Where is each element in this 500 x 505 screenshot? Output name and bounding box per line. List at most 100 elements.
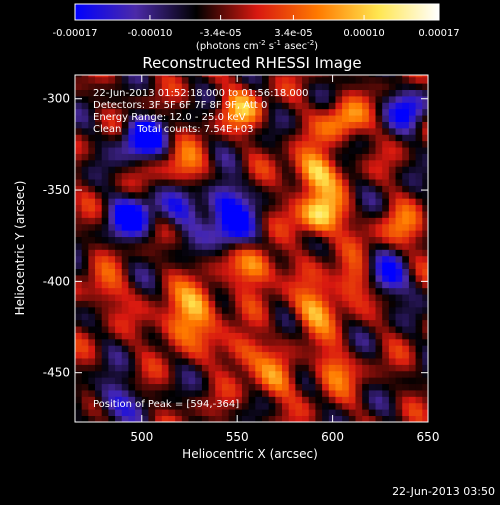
heatmap-cell — [402, 185, 410, 193]
heatmap-cell — [241, 75, 250, 78]
heatmap-cell — [175, 268, 183, 276]
heatmap-cell — [395, 236, 403, 244]
heatmap-cell — [88, 75, 96, 78]
heatmap-cell — [328, 166, 336, 174]
heatmap-cell — [362, 415, 370, 422]
heatmap-cell — [368, 383, 376, 391]
heatmap-cell — [108, 274, 116, 282]
heatmap-cell — [315, 268, 323, 276]
heatmap-cell — [188, 338, 196, 346]
heatmap-cell — [101, 370, 109, 378]
heatmap-cell — [388, 268, 396, 276]
heatmap-cell — [235, 236, 243, 244]
heatmap-cell — [101, 217, 109, 225]
heatmap-cell — [382, 319, 390, 327]
heatmap-cell — [181, 313, 189, 321]
heatmap-cell — [88, 313, 96, 321]
heatmap-cell — [275, 249, 283, 257]
heatmap-cell — [368, 370, 376, 378]
heatmap-cell — [322, 102, 330, 110]
heatmap-cell — [181, 223, 189, 231]
heatmap-cell — [282, 326, 290, 333]
heatmap-cell — [95, 223, 103, 231]
heatmap-cell — [188, 415, 196, 422]
heatmap-cell — [295, 294, 303, 301]
heatmap-cell — [315, 396, 323, 404]
heatmap-cell — [248, 108, 256, 116]
heatmap-cell — [101, 306, 109, 314]
heatmap-cell — [408, 409, 416, 417]
heatmap-cell — [188, 76, 196, 84]
heatmap-cell — [81, 319, 89, 327]
heatmap-cell — [101, 281, 109, 289]
heatmap-cell — [241, 185, 250, 193]
heatmap-cell — [395, 313, 403, 321]
heatmap-cell — [408, 364, 416, 372]
heatmap-cell — [255, 332, 263, 340]
heatmap-cell — [161, 390, 169, 397]
heatmap-cell — [335, 319, 343, 327]
heatmap-cell — [221, 83, 230, 91]
heatmap-cell — [235, 281, 243, 289]
heatmap-cell — [148, 396, 156, 404]
heatmap-cell — [255, 274, 263, 282]
heatmap-cell — [195, 313, 203, 321]
heatmap-cell — [88, 338, 96, 346]
heatmap-cell — [141, 211, 149, 218]
heatmap-cell — [181, 326, 189, 333]
heatmap-cell — [215, 415, 223, 422]
heatmap-cell — [342, 255, 350, 263]
heatmap-cell — [382, 383, 390, 391]
heatmap-cell — [215, 147, 223, 154]
heatmap-cell — [282, 115, 290, 122]
heatmap-cell — [288, 191, 296, 199]
heatmap-cell — [335, 102, 343, 110]
heatmap-cell — [335, 140, 343, 148]
heatmap-cell — [228, 402, 236, 410]
heatmap-cell — [315, 377, 323, 385]
heatmap-cell — [155, 96, 163, 103]
heatmap-cell — [215, 191, 223, 199]
heatmap-cell — [121, 127, 129, 135]
heatmap-cell — [135, 127, 143, 135]
heatmap-cell — [308, 390, 316, 397]
heatmap-cell — [295, 76, 303, 84]
heatmap-cell — [221, 338, 230, 346]
heatmap-cell — [308, 396, 316, 404]
heatmap-cell — [101, 268, 109, 276]
heatmap-cell — [368, 255, 376, 263]
heatmap-cell — [161, 191, 169, 199]
heatmap-cell — [128, 96, 136, 103]
heatmap-cell — [88, 409, 96, 417]
heatmap-cell — [121, 217, 129, 225]
heatmap-cell — [275, 351, 283, 359]
heatmap-cell — [295, 172, 303, 180]
heatmap-cell — [181, 274, 189, 282]
heatmap-cell — [168, 370, 176, 378]
heatmap-cell — [342, 274, 350, 282]
heatmap-cell — [161, 166, 169, 174]
heatmap-cell — [241, 274, 250, 282]
heatmap-cell — [268, 377, 276, 385]
heatmap-cell — [141, 166, 149, 174]
heatmap-cell — [408, 96, 416, 103]
heatmap-cell — [395, 115, 403, 122]
heatmap-cell — [342, 185, 350, 193]
heatmap-cell — [248, 351, 256, 359]
heatmap-cell — [148, 313, 156, 321]
heatmap-cell — [221, 191, 230, 199]
heatmap-cell — [148, 319, 156, 327]
heatmap-cell — [228, 185, 236, 193]
heatmap-cell — [241, 281, 250, 289]
colorbar-ticks: -0.00017 -0.00010 -3.4e-05 3.4e-05 0.00010 0.… — [53, 15, 460, 39]
heatmap-cell — [228, 313, 236, 321]
heatmap-cell — [155, 159, 163, 167]
heatmap-cell — [161, 268, 169, 276]
heatmap-cell — [395, 159, 403, 167]
heatmap-cell — [221, 166, 230, 174]
heatmap-cell — [188, 370, 196, 378]
heatmap-cell — [201, 300, 209, 308]
heatmap-cell — [88, 89, 96, 97]
heatmap-cell — [115, 300, 123, 308]
heatmap-cell — [161, 230, 169, 238]
